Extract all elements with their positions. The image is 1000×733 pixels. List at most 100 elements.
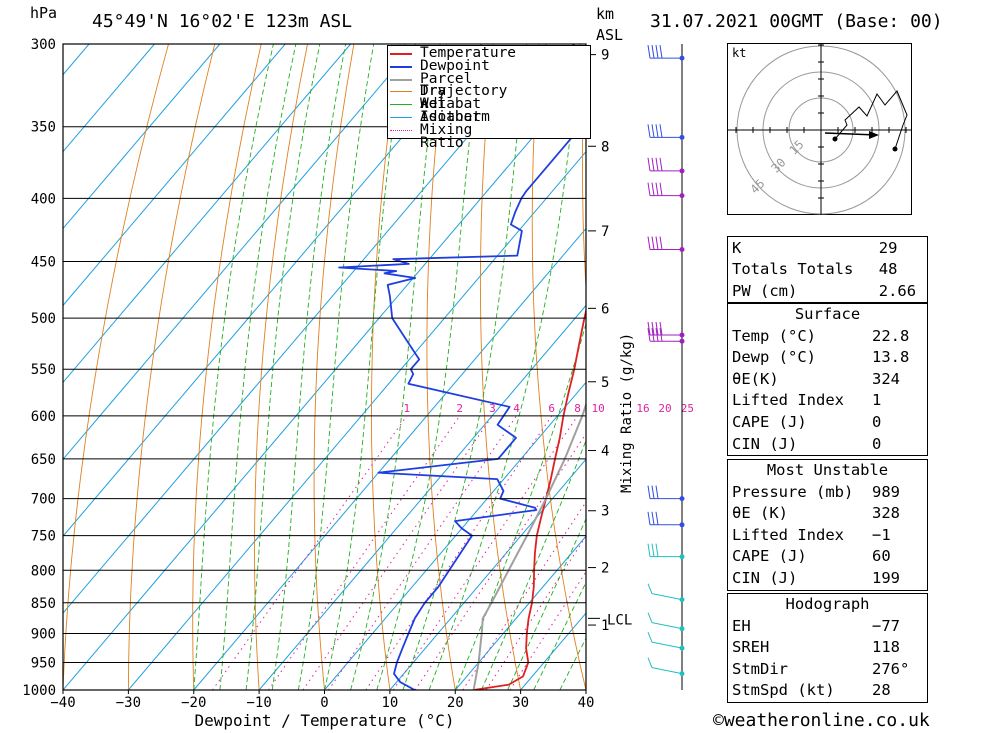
wet-adiabat-line [245, 44, 321, 690]
pressure-tick-label: 650 [31, 452, 56, 468]
height-tick-label: 6 [601, 301, 609, 317]
isotherm-line [63, 44, 155, 153]
height-unit-label: km ASL [596, 4, 623, 46]
pressure-tick-label: 500 [31, 311, 56, 327]
surface-theta-label: θE(K) [732, 369, 779, 388]
wind-barb [647, 236, 685, 252]
pressure-tick-label: 850 [31, 596, 56, 612]
legend-label: Isotherm [420, 108, 490, 125]
pressure-tick-label: 600 [31, 409, 56, 425]
height-tick-label: 2 [601, 561, 609, 577]
surface-cape-value: 0 [872, 412, 882, 431]
hp-stmdir-value: 276° [872, 659, 910, 678]
wet-adiabat-line [324, 44, 406, 690]
footer-credit[interactable]: ©weatheronline.co.uk [713, 710, 930, 731]
mixing-ratio-line [365, 415, 553, 690]
mixing-ratio-line [267, 415, 461, 690]
wind-barb [647, 124, 685, 140]
legend-swatch [390, 116, 412, 118]
mixing-ratio-label: 16 [636, 402, 649, 415]
dry-adiabat-line [581, 44, 586, 295]
mu-li-value: −1 [872, 525, 891, 544]
x-tick-label: 0 [320, 695, 328, 711]
series-line-dewpoint [338, 44, 586, 690]
location-title: 45°49'N 16°02'E 123m ASL [92, 11, 353, 32]
surface-theta-value: 324 [872, 369, 900, 388]
hodograph-params-panel: Hodograph EH −77 SREH 118 StmDir 276° StmSp… [727, 593, 928, 703]
dry-adiabat-line [63, 44, 169, 690]
mu-li-label: Lifted Index [732, 525, 844, 544]
surface-cin-value: 0 [872, 434, 882, 453]
pressure-tick-label: 350 [31, 120, 56, 136]
height-unit-km: km [596, 5, 615, 23]
pressure-tick-label: 750 [31, 529, 56, 545]
tt-label: Totals Totals [732, 260, 854, 279]
most-unstable-panel: Most Unstable Pressure (mb) 989 θE (K) 328… [727, 459, 928, 591]
wet-adiabat-line [507, 517, 586, 690]
legend-label: Dewpoint [420, 57, 490, 74]
isotherm-line [63, 44, 548, 614]
wind-barb [647, 543, 685, 560]
wind-barb [647, 182, 685, 199]
pw-value: 2.66 [878, 281, 917, 300]
isotherm-line [63, 73, 586, 690]
isotherm-line [389, 458, 586, 690]
wind-barb [647, 45, 685, 61]
hp-title: Hodograph [785, 595, 870, 613]
mu-title: Most Unstable [766, 461, 889, 479]
legend-label: Mixing Ratio [420, 121, 473, 151]
isotherm-line [63, 44, 286, 307]
x-tick-label: −20 [181, 695, 206, 711]
x-tick-label: 20 [447, 695, 464, 711]
pressure-tick-label: 300 [31, 37, 56, 53]
surface-temp-value: 22.8 [872, 326, 910, 345]
hodo-storm-arrow [824, 132, 878, 136]
pressure-tick-label: 950 [31, 655, 56, 671]
mixing-ratio-label: 8 [574, 402, 581, 415]
dry-adiabat-line [956, 44, 1000, 690]
mu-cin-value: 199 [872, 568, 900, 587]
lcl-label: LCL [607, 612, 632, 628]
wet-adiabat-line [297, 44, 375, 690]
height-tick-label: 5 [601, 375, 609, 391]
indices-table: K 29 Totals Totals 48 PW (cm) 2.66 [727, 236, 928, 303]
mixing-ratio-label: 1 [403, 402, 410, 415]
legend-swatch [390, 65, 412, 68]
mixing-ratio-line [509, 570, 586, 690]
legend-swatch [390, 78, 412, 81]
wind-barb [647, 657, 685, 677]
wind-barb [647, 583, 685, 603]
mixing-ratio-line [392, 415, 579, 690]
datetime-title: 31.07.2021 00GMT (Base: 00) [650, 11, 943, 32]
surface-panel: Surface Temp (°C) 22.8 Dewp (°C) 13.8 θE(K… [727, 303, 928, 457]
x-tick-label: −30 [116, 695, 141, 711]
wet-adiabat-line [219, 44, 297, 690]
x-axis-label: Dewpoint / Temperature (°C) [194, 711, 454, 730]
mu-theta-label: θE (K) [732, 504, 788, 523]
height-tick-label: 4 [601, 444, 609, 460]
surface-li-label: Lifted Index [732, 391, 844, 410]
legend-label: Parcel Trajectory [420, 70, 508, 100]
dry-adiabat-line [631, 44, 717, 690]
wet-adiabat-line [271, 44, 347, 690]
surface-cin-label: CIN (J) [732, 434, 798, 453]
mu-pressure-value: 989 [872, 482, 900, 501]
dry-adiabat-line [254, 44, 308, 690]
height-tick-label: 3 [601, 504, 609, 520]
pressure-tick-label: 700 [31, 492, 56, 508]
mu-cin-label: CIN (J) [732, 568, 798, 587]
mixing-ratio-line [328, 415, 517, 690]
pressure-tick-label: 550 [31, 362, 56, 378]
surface-title: Surface [794, 305, 861, 323]
hp-eh-label: EH [732, 616, 751, 635]
mixing-ratio-label: 10 [592, 402, 605, 415]
dry-adiabat-line [531, 44, 586, 690]
legend-label: Wet Adiabat [420, 96, 482, 125]
legend-label: Dry Adiabat [420, 83, 482, 113]
mixing-ratio-label: 4 [513, 402, 520, 415]
mu-pressure-label: Pressure (mb) [732, 482, 854, 501]
hp-sreh-value: 118 [872, 638, 900, 657]
legend-swatch [390, 53, 412, 55]
mixing-ratio-label: 2 [456, 402, 463, 415]
